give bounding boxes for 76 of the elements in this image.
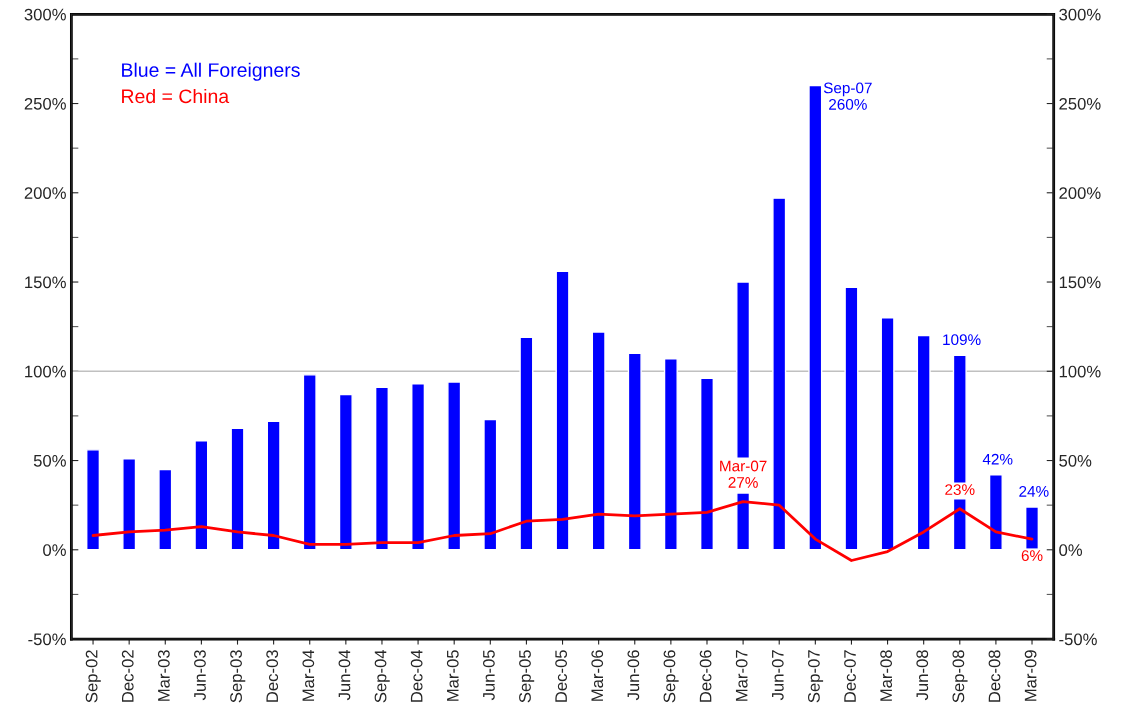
y-tick-label: 250% (24, 97, 66, 110)
x-tick-label: Sep-02 (85, 650, 101, 703)
bar (302, 374, 317, 551)
y-tick-label: 200% (24, 187, 66, 199)
x-tick-label: Jun-06 (627, 650, 640, 701)
data-label: 109% (943, 334, 981, 346)
bar (158, 468, 173, 551)
x-tick-label: Sep-07 (808, 650, 824, 703)
x-tick-label: Mar-07 (735, 650, 748, 701)
data-label: 23% (945, 484, 975, 495)
x-tick-label: Dec-02 (121, 650, 134, 702)
bar (411, 383, 426, 551)
bar (880, 317, 895, 551)
y2-tick-label: 0% (1059, 544, 1083, 556)
bar (555, 270, 570, 551)
x-tick-label: Jun-05 (482, 650, 495, 701)
x-tick-label: Mar-05 (446, 650, 459, 701)
bar (772, 197, 787, 551)
x-tick-label: Dec-03 (266, 650, 279, 702)
annotation: Blue = All Foreigners (122, 62, 300, 81)
bar (844, 286, 859, 551)
bar (808, 84, 823, 551)
bar (699, 377, 715, 551)
x-tick-label: Dec-05 (555, 650, 568, 702)
bar (519, 336, 534, 551)
y2-tick-label: 50% (1059, 454, 1092, 467)
y2-tick-label: 250% (1059, 97, 1101, 110)
x-tick-label: Sep-03 (230, 650, 246, 703)
annotation: Mar-07 27% (720, 460, 767, 488)
y2-tick-label: 150% (1059, 276, 1101, 289)
bar (194, 440, 209, 551)
y-tick-label: 100% (25, 365, 66, 378)
x-tick-label: Dec-06 (699, 650, 712, 702)
bar (627, 352, 642, 551)
y2-tick-label: 100% (1059, 365, 1101, 378)
bar (591, 331, 606, 551)
bar (916, 334, 931, 551)
y2-tick-label: 200% (1059, 187, 1101, 199)
x-tick-label: Sep-04 (374, 649, 390, 703)
bar (988, 474, 1003, 551)
annotation: Red = China (122, 88, 230, 104)
bar (266, 420, 281, 551)
bar (86, 449, 101, 551)
bar (338, 393, 353, 551)
x-tick-label: Sep-05 (519, 650, 535, 703)
x-tick-label: Jun-03 (194, 650, 206, 701)
x-tick-label: Dec-04 (410, 649, 423, 702)
x-tick-label: Mar-09 (1024, 650, 1037, 701)
bar (663, 358, 678, 551)
y2-tick-label: -50% (1059, 633, 1097, 646)
bar (483, 418, 498, 551)
x-tick-label: Mar-03 (157, 650, 170, 701)
data-label: 6% (1021, 550, 1043, 561)
x-tick-label: Mar-04 (302, 649, 315, 701)
y-tick-label: -50% (28, 633, 66, 646)
x-tick-label: Jun-08 (916, 650, 929, 701)
x-tick-label: Sep-08 (952, 650, 968, 703)
x-tick-label: Sep-06 (663, 650, 679, 703)
x-tick-label: Dec-07 (844, 650, 856, 702)
bar (447, 381, 462, 551)
x-tick-label: Mar-06 (591, 650, 604, 701)
x-tick-label: Dec-08 (988, 650, 1001, 702)
bar (230, 427, 245, 551)
annotation: Sep-07 260% (823, 82, 872, 110)
y-tick-label: 300% (24, 8, 66, 21)
data-label: 42% (982, 453, 1013, 465)
y-tick-label: 50% (33, 454, 66, 467)
x-tick-label: Mar-08 (880, 650, 893, 701)
bar (374, 386, 389, 551)
y-tick-label: 0% (43, 544, 66, 556)
bar (122, 458, 137, 551)
y-tick-label: 150% (25, 276, 66, 289)
x-tick-label: Jun-04 (338, 649, 351, 701)
data-label: 24% (1019, 485, 1049, 497)
x-tick-label: Jun-07 (771, 650, 784, 701)
y2-tick-label: 300% (1059, 8, 1101, 21)
